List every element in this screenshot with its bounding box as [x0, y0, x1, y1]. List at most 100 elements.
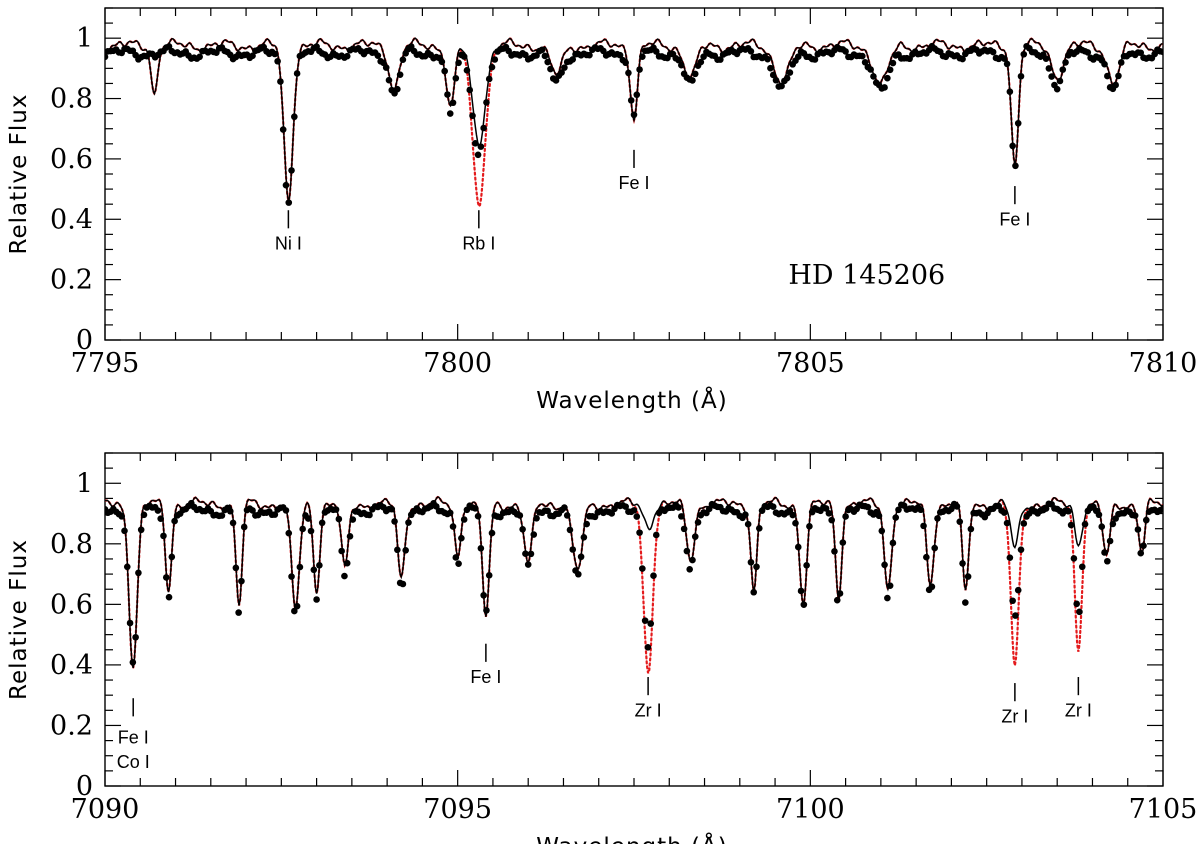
observed-point: [1078, 563, 1086, 571]
observed-point: [889, 59, 897, 67]
observed-point: [744, 520, 752, 528]
observed-point: [586, 51, 593, 59]
observed-point: [460, 53, 468, 60]
observed-point: [923, 553, 930, 561]
y-tick-label: 0.6: [50, 144, 93, 175]
observed-point: [558, 69, 565, 76]
observed-point: [689, 556, 696, 564]
observed-point: [639, 565, 646, 572]
observed-point: [126, 619, 134, 627]
observed-point: [121, 527, 128, 535]
observed-point: [488, 63, 496, 71]
observed-point: [1104, 72, 1111, 80]
observed-point: [444, 91, 451, 98]
observed-point: [1012, 612, 1019, 619]
observed-point: [633, 91, 641, 99]
observed-point: [884, 74, 891, 82]
observed-point: [884, 594, 891, 602]
observed-point: [650, 572, 657, 580]
observed-point: [491, 56, 499, 63]
observed-point: [1073, 600, 1080, 608]
observed-point: [446, 509, 454, 517]
observed-point: [157, 515, 164, 522]
observed-point: [750, 588, 758, 596]
observed-point: [1045, 65, 1053, 72]
observed-point: [335, 515, 343, 523]
y-tick-label: 1: [76, 468, 93, 499]
observed-point: [967, 525, 975, 533]
observed-point: [917, 506, 925, 514]
observed-point: [1062, 59, 1069, 66]
observed-point: [691, 70, 699, 78]
observed-point: [485, 75, 493, 83]
observed-point: [583, 520, 590, 528]
observed-point: [480, 591, 487, 599]
observed-point: [137, 526, 145, 534]
observed-point: [867, 66, 874, 73]
observed-point: [226, 507, 234, 515]
observed-point: [934, 515, 941, 522]
observed-point: [831, 548, 838, 555]
observed-point: [678, 61, 685, 69]
observed-point: [541, 52, 549, 60]
observed-point: [1056, 77, 1064, 85]
observed-point: [154, 507, 162, 514]
x-tick-label: 7805: [776, 348, 845, 379]
observed-point: [530, 531, 538, 538]
x-tick-label: 7800: [423, 348, 492, 379]
observed-point: [1020, 50, 1028, 58]
observed-point: [402, 546, 409, 554]
observed-point: [346, 533, 354, 540]
observed-point: [394, 546, 401, 554]
line-label: Zr I: [1001, 706, 1028, 726]
observed-point: [472, 505, 479, 512]
y-tick-label: 0: [76, 771, 93, 802]
y-tick-label: 0.4: [50, 204, 93, 235]
observed-point: [282, 507, 290, 514]
x-tick-label: 7100: [776, 794, 845, 825]
observed-point: [469, 112, 476, 120]
line-label: Ni I: [275, 233, 302, 253]
observed-point: [488, 529, 496, 537]
y-tick-label: 0.8: [50, 84, 93, 115]
observed-point: [836, 590, 844, 597]
observed-point: [455, 59, 462, 67]
observed-point: [1076, 608, 1083, 616]
observed-point: [516, 512, 524, 519]
observed-point: [388, 505, 396, 513]
observed-point: [1112, 81, 1119, 89]
observed-point: [277, 78, 284, 85]
observed-point: [449, 523, 457, 530]
observed-point: [962, 599, 969, 606]
observed-point: [1001, 55, 1008, 62]
observed-point: [552, 77, 560, 84]
observed-point: [474, 151, 482, 159]
line-label: Fe I: [999, 209, 1030, 229]
observed-point: [483, 99, 490, 106]
observed-point: [825, 510, 833, 517]
observed-point: [561, 64, 568, 71]
observed-point: [441, 67, 448, 75]
observed-point: [566, 526, 574, 534]
observed-point: [310, 566, 318, 574]
observed-point: [519, 525, 526, 533]
observed-point: [839, 539, 847, 546]
observed-point: [472, 140, 479, 147]
y-axis-title: Relative Flux: [6, 94, 32, 255]
observed-point: [956, 518, 964, 525]
observed-point: [842, 513, 849, 520]
observed-point: [129, 659, 137, 666]
observed-point: [1098, 523, 1106, 531]
observed-point: [483, 607, 490, 614]
observed-point: [833, 596, 841, 604]
x-tick-label: 7810: [1129, 348, 1198, 379]
observed-point: [1012, 162, 1019, 170]
observed-point: [218, 512, 226, 519]
observed-point: [772, 76, 780, 84]
observed-point: [764, 55, 771, 63]
y-tick-label: 0.8: [50, 529, 93, 560]
observed-point: [881, 84, 888, 91]
observed-point: [544, 58, 551, 66]
observed-point: [299, 525, 306, 533]
observed-point: [452, 74, 460, 82]
